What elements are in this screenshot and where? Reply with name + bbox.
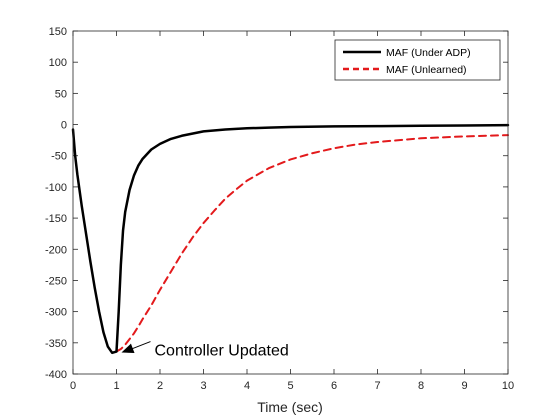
- series-line-unlearned: [115, 134, 509, 353]
- x-tick-label: 6: [331, 380, 337, 392]
- x-tick-label: 0: [70, 380, 76, 392]
- x-tick-label: 10: [502, 380, 514, 392]
- legend-label-under-adp: MAF (Under ADP): [386, 47, 471, 59]
- y-tick-label: 50: [55, 88, 67, 100]
- legend-box: [334, 39, 501, 81]
- plot-area: [73, 31, 508, 374]
- series-layer: [71, 123, 510, 355]
- x-axis-title: Time (sec): [257, 399, 323, 415]
- y-tick-label: 100: [49, 57, 67, 69]
- x-tick-label: 1: [113, 380, 119, 392]
- y-tick-label: 0: [61, 120, 67, 132]
- y-tick-label: 150: [49, 26, 67, 38]
- x-tick-label: 3: [200, 380, 206, 392]
- x-tick-label: 4: [244, 380, 250, 392]
- y-tick-label: -100: [45, 182, 67, 194]
- y-tick-label: -150: [45, 213, 67, 225]
- y-tick-label: -400: [45, 369, 67, 381]
- series-line-under-adp: [71, 123, 510, 355]
- y-tick-label: -350: [45, 338, 67, 350]
- x-tick-label: 5: [287, 380, 293, 392]
- y-tick-label: -300: [45, 307, 67, 319]
- legend: MAF (Under ADP) MAF (Unlearned): [334, 39, 501, 81]
- annotation-text: Controller Updated: [155, 343, 289, 360]
- x-tick-label: 9: [461, 380, 467, 392]
- y-tick-label: -250: [45, 275, 67, 287]
- y-axis: 150 100 50 0 -50 -100 -150 -200 -250 -300 -350 -400: [45, 26, 508, 381]
- x-tick-label: 2: [157, 380, 163, 392]
- y-tick-label: -50: [51, 151, 67, 163]
- plot-frame: [72, 30, 509, 375]
- annotation-arrowhead: [121, 343, 135, 353]
- annotation-controller-updated: Controller Updated: [121, 341, 289, 360]
- y-tick-label: -200: [45, 244, 67, 256]
- x-tick-label: 7: [374, 380, 380, 392]
- x-tick-label: 8: [418, 380, 424, 392]
- x-axis: 0 1 2 3 4 5 6 7 8 9 10: [70, 31, 514, 392]
- legend-label-unlearned: MAF (Unlearned): [386, 64, 467, 76]
